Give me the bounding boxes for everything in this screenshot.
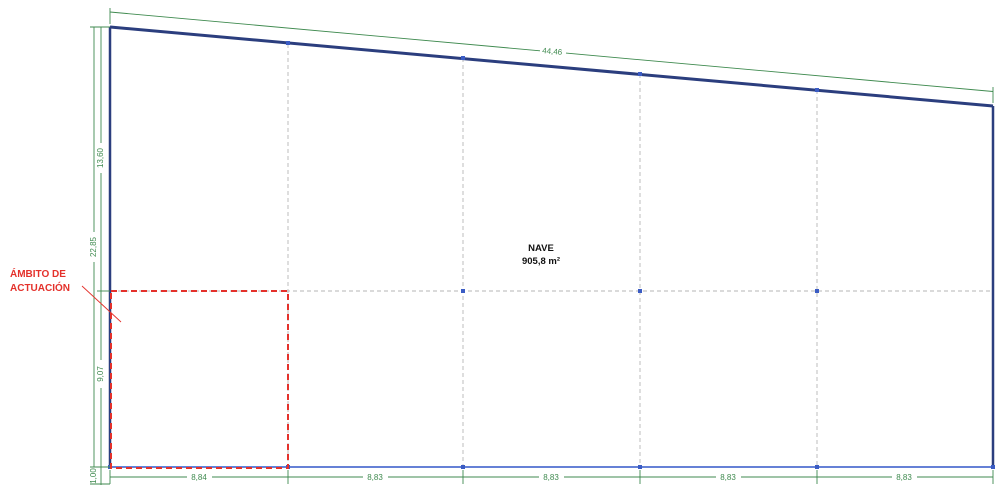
top-overall-dimension: 44,46 <box>542 46 563 57</box>
grid-node <box>815 88 819 92</box>
grid-node <box>638 72 642 76</box>
dimension-line <box>565 52 994 92</box>
wall-top <box>109 25 994 108</box>
bottom-span-dimension: 8,83 <box>543 473 559 482</box>
grid-node <box>638 289 642 293</box>
bottom-span-dimension: 8,83 <box>367 473 383 482</box>
bottom-span-dimension: 8,83 <box>896 473 912 482</box>
grid-node <box>815 465 819 469</box>
bottom-span-dimension: 8,84 <box>191 473 207 482</box>
grid-node <box>638 465 642 469</box>
left-overall-dimension: 22,85 <box>89 236 98 257</box>
bottom-dimensions <box>109 470 994 484</box>
callout-line-1: ÁMBITO DE <box>10 267 66 280</box>
dimension-line <box>109 11 541 52</box>
grid-node <box>461 289 465 293</box>
left-bottom-dimension: 1,00 <box>89 468 98 484</box>
left-dimension-labels: 22,85 13,60 9,07 1,00 <box>89 147 105 483</box>
callout-leader <box>81 285 122 323</box>
room-name: NAVE <box>528 243 554 254</box>
grid-node <box>286 41 290 45</box>
grid-nodes <box>108 41 995 469</box>
room-area: 905,8 m² <box>522 256 560 267</box>
callout-line-2: ACTUACIÓN <box>10 281 70 294</box>
bottom-span-dimension: 8,83 <box>720 473 736 482</box>
left-dimensions <box>90 26 110 485</box>
left-upper-dimension: 13,60 <box>96 147 105 168</box>
intervention-area <box>110 290 289 469</box>
grid-node <box>461 56 465 60</box>
top-dimension: 44,46 <box>109 8 994 103</box>
left-lower-dimension: 9,07 <box>96 366 105 382</box>
grid-node <box>461 465 465 469</box>
grid-node <box>815 289 819 293</box>
bottom-dimension-labels: 8,84 8,83 8,83 8,83 8,83 <box>191 473 912 482</box>
grid-node <box>991 465 995 469</box>
